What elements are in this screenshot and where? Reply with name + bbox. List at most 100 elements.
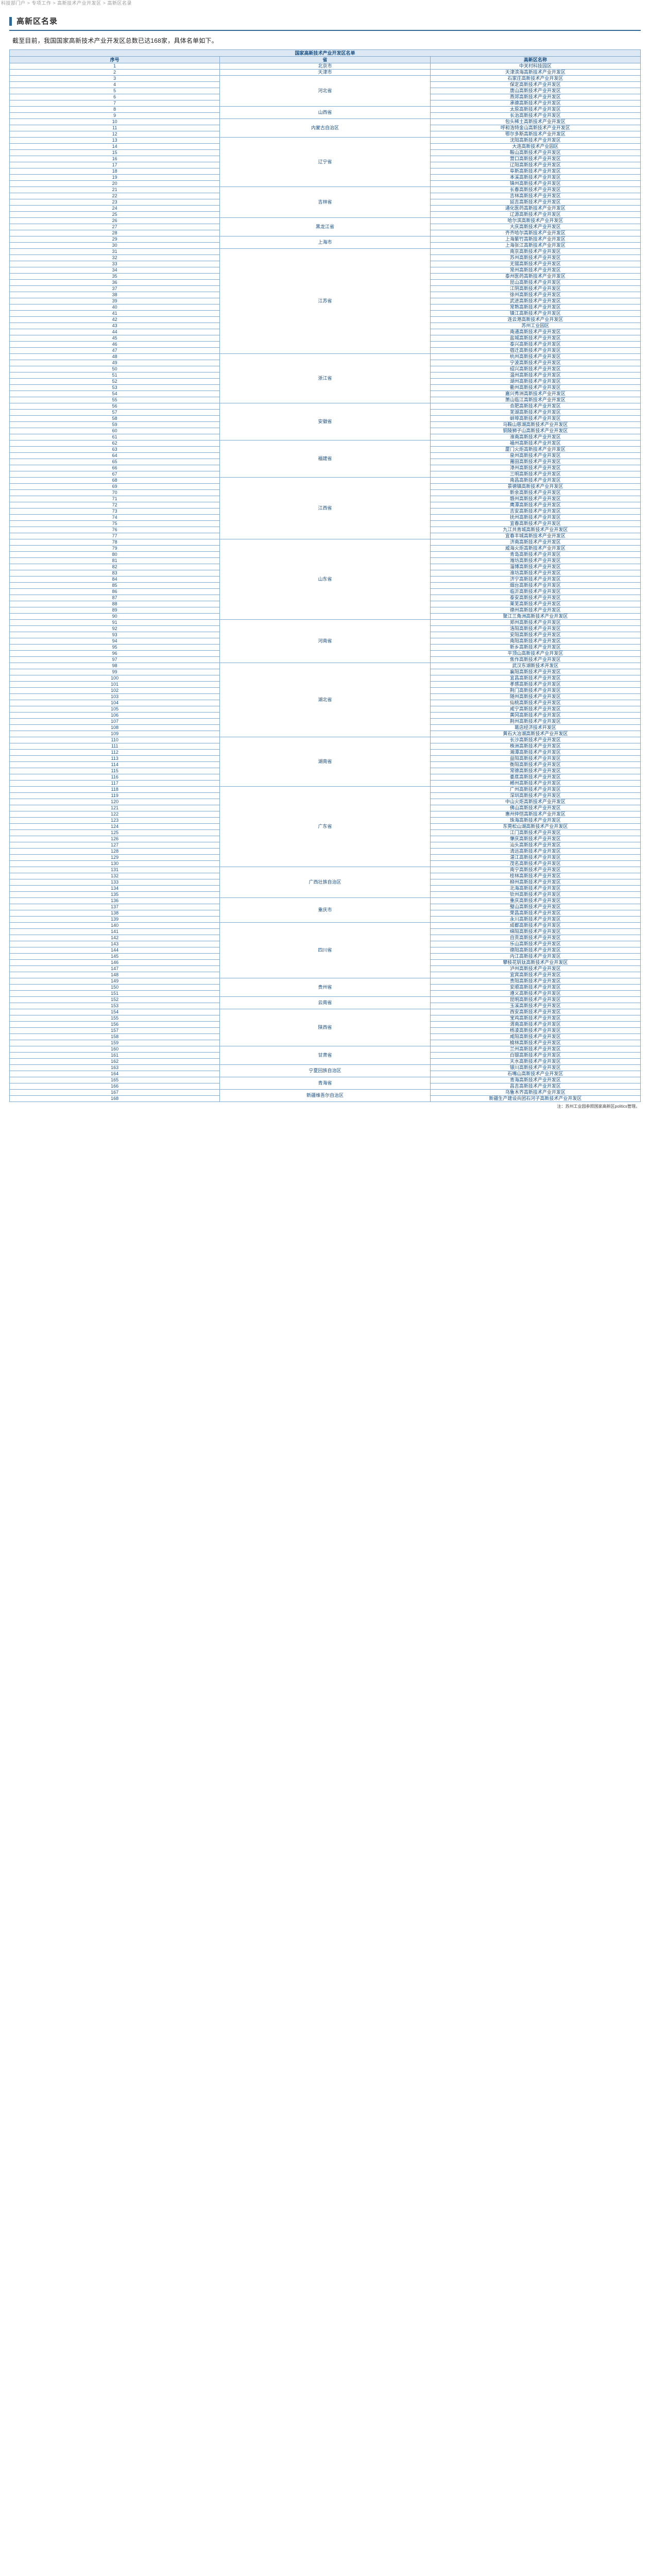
cell-zone-name: 洛阳高新技术产业开发区 (430, 625, 641, 632)
cell-no: 22 (9, 193, 220, 199)
cell-no: 166 (9, 1083, 220, 1090)
cell-zone-name: 湘潭高新技术产业开发区 (430, 749, 641, 756)
cell-no: 149 (9, 978, 220, 985)
cell-zone-name: 哈尔滨高新技术产业开发区 (430, 217, 641, 224)
cell-zone-name: 天津滨海高新技术产业开发区 (430, 69, 641, 76)
cell-zone-name: 宝鸡高新技术产业开发区 (430, 1015, 641, 1022)
cell-zone-name: 新余高新技术产业开发区 (430, 489, 641, 496)
cell-zone-name: 宿迁高新技术产业开发区 (430, 347, 641, 354)
table-row: 154 陕西省 西安高新技术产业开发区 (9, 1009, 641, 1046)
cell-zone-name: 延吉高新技术产业开发区 (430, 199, 641, 206)
cell-province: 河北省 (219, 75, 431, 107)
cell-no: 161 (9, 1052, 220, 1059)
cell-zone-name: 仙桃高新技术产业开发区 (430, 700, 641, 706)
cell-zone-name: 湖州高新技术产业开发区 (430, 378, 641, 385)
cell-zone-name: 荣昌高新技术产业开发区 (430, 910, 641, 917)
cell-no: 98 (9, 663, 220, 669)
cell-no: 1 (9, 63, 220, 70)
cell-province: 上海市 (219, 236, 431, 249)
cell-no: 44 (9, 329, 220, 335)
cell-zone-name: 无锡高新技术产业开发区 (430, 261, 641, 267)
cell-zone-name: 焦作高新技术产业开发区 (430, 656, 641, 663)
breadcrumb-separator-2: > (53, 1, 56, 6)
cell-no: 118 (9, 786, 220, 793)
cell-no: 74 (9, 514, 220, 521)
cell-no: 43 (9, 323, 220, 329)
cell-zone-name: 辽源高新技术产业开发区 (430, 211, 641, 218)
cell-no: 96 (9, 650, 220, 657)
table-row: 163 宁夏回族自治区 银川高新技术产业开发区 (9, 1064, 641, 1077)
cell-no: 115 (9, 768, 220, 774)
header-divider (9, 30, 641, 31)
cell-no: 100 (9, 675, 220, 682)
cell-no: 125 (9, 829, 220, 836)
table-row: 125 江门高新技术产业开发区 (9, 829, 641, 836)
cell-no: 120 (9, 799, 220, 805)
table-row: 29 上海市 上海紫竹高新技术产业开发区 (9, 236, 641, 249)
cell-no: 122 (9, 811, 220, 818)
cell-province: 辽宁省 (219, 137, 431, 187)
cell-zone-name: 本溪高新技术产业开发区 (430, 174, 641, 181)
cell-province: 江西省 (219, 477, 431, 539)
cell-zone-name: 葛店经济技术开发区 (430, 724, 641, 731)
cell-no: 90 (9, 613, 220, 620)
table-row: 15 鞍山高新技术产业开发区 (9, 149, 641, 156)
cell-province: 江苏省 (219, 248, 431, 354)
cell-no: 65 (9, 459, 220, 465)
table-row: 114 衡阳高新技术产业开发区 (9, 761, 641, 768)
cell-no: 9 (9, 112, 220, 119)
cell-zone-name: 武汉东湖新技术开发区 (430, 663, 641, 669)
cell-no: 26 (9, 217, 220, 224)
cell-zone-name: 郑州高新技术产业开发区 (430, 619, 641, 626)
cell-no: 75 (9, 520, 220, 527)
cell-zone-name: 阜新高新技术产业开发区 (430, 168, 641, 175)
table-row: 3 河北省 石家庄高新技术产业开发区 (9, 75, 641, 107)
cell-no: 2 (9, 69, 220, 76)
cell-no: 36 (9, 279, 220, 286)
cell-no: 151 (9, 990, 220, 997)
cell-no: 144 (9, 947, 220, 954)
cell-zone-name: 兰州高新技术产业开发区 (430, 1046, 641, 1053)
cell-no: 114 (9, 761, 220, 768)
cell-no: 140 (9, 922, 220, 929)
cell-no: 40 (9, 304, 220, 311)
cell-no: 103 (9, 693, 220, 700)
table-row: 65 莆田高新技术产业开发区 (9, 459, 641, 465)
cell-zone-name: 杨凌高新技术产业开发区 (430, 1027, 641, 1034)
table-row: 131 广西壮族自治区 南宁高新技术产业开发区 (9, 867, 641, 898)
breadcrumb-item-home[interactable]: 科技部门户 (1, 1, 26, 6)
table-row: 26 黑龙江省 哈尔滨高新技术产业开发区 (9, 217, 641, 236)
cell-zone-name: 泸州高新技术产业开发区 (430, 965, 641, 972)
cell-zone-name: 贵阳高新技术产业开发区 (430, 978, 641, 985)
cell-zone-name: 昆山高新技术产业开发区 (430, 279, 641, 286)
table-row: 68 江西省 南昌高新技术产业开发区 (9, 477, 641, 539)
cell-zone-name: 成都高新技术产业开发区 (430, 922, 641, 929)
table-row: 80 青岛高新技术产业开发区 (9, 551, 641, 558)
cell-no: 164 (9, 1071, 220, 1077)
cell-no: 6 (9, 94, 220, 100)
table-row: 122 惠州仲恺高新技术产业开发区 (9, 811, 641, 818)
cell-no: 150 (9, 984, 220, 991)
cell-no: 58 (9, 415, 220, 422)
breadcrumb-item-current: 高新区名录 (107, 1, 132, 6)
cell-zone-name: 德州高新技术产业开发区 (430, 607, 641, 614)
cell-no: 52 (9, 378, 220, 385)
cell-no: 23 (9, 199, 220, 206)
cell-zone-name: 吉林高新技术产业开发区 (430, 193, 641, 199)
table-row: 19 本溪高新技术产业开发区 (9, 174, 641, 181)
cell-no: 110 (9, 737, 220, 743)
cell-zone-name: 温州高新技术产业开发区 (430, 372, 641, 379)
cell-zone-name: 娄底高新技术产业开发区 (430, 774, 641, 781)
cell-zone-name: 青海高新技术产业开发区 (430, 1077, 641, 1083)
table-row: 42 连云港高新技术产业开发区 (9, 316, 641, 323)
cell-no: 13 (9, 137, 220, 144)
cell-no: 117 (9, 780, 220, 787)
cell-zone-name: 九江共青城高新技术产业开发区 (430, 527, 641, 533)
cell-zone-name: 大庆高新技术产业开发区 (430, 224, 641, 230)
cell-zone-name: 淄博高新技术产业开发区 (430, 564, 641, 570)
cell-zone-name: 绵阳高新技术产业开发区 (430, 928, 641, 935)
cell-zone-name: 烟台高新技术产业开发区 (430, 582, 641, 589)
breadcrumb-item-hightech-zone[interactable]: 高新技术产业开发区 (57, 1, 101, 6)
breadcrumb-item-special-work[interactable]: 专项工作 (31, 1, 52, 6)
cell-no: 133 (9, 879, 220, 886)
